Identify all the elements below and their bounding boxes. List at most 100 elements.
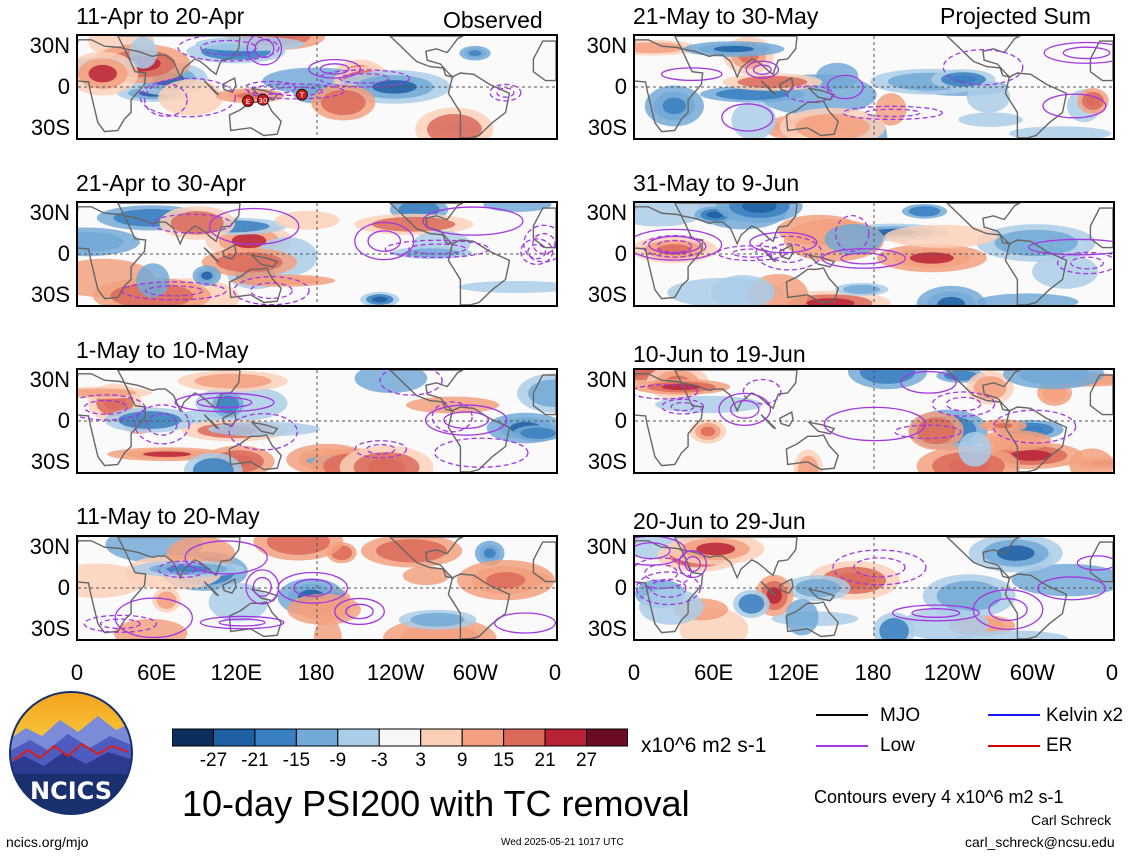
- coastline: [78, 373, 147, 467]
- y-tick-label: 30N: [29, 367, 70, 392]
- coastline: [203, 414, 220, 430]
- colorbar-swatch: [503, 728, 546, 747]
- coastline: [1004, 406, 1068, 472]
- low-contour: [721, 103, 774, 132]
- coastline: [532, 207, 556, 249]
- low-contour: [424, 404, 508, 436]
- anomaly-region: [936, 580, 1002, 612]
- coastline: [203, 581, 220, 597]
- low-contour: [496, 87, 515, 98]
- anomaly-region: [426, 114, 482, 138]
- source-url[interactable]: ncics.org/mjo: [6, 834, 89, 850]
- coastline: [635, 540, 704, 634]
- anomaly-region: [731, 101, 777, 138]
- low-contour: [168, 564, 196, 575]
- x-tick-label: 120W: [366, 660, 425, 685]
- low-contour: [729, 399, 760, 419]
- anomaly-region: [1010, 450, 1052, 461]
- coastline: [221, 244, 237, 260]
- tc-marker: T: [296, 88, 308, 101]
- anomaly-region: [1032, 254, 1099, 289]
- coastline: [785, 267, 839, 304]
- low-contour: [208, 207, 300, 246]
- colorbar-swatch: [378, 728, 422, 747]
- coastline: [778, 411, 794, 427]
- coastline: [806, 588, 836, 602]
- y-tick-label: 30S: [587, 115, 627, 140]
- anomaly-region: [958, 431, 992, 467]
- low-contour: [318, 69, 411, 88]
- coastline: [674, 537, 798, 580]
- low-contour: [742, 378, 782, 405]
- anomaly-region: [410, 612, 465, 627]
- low-contour: [1076, 555, 1113, 571]
- low-contour: [749, 231, 818, 254]
- anomaly-region: [785, 598, 819, 636]
- low-contour: [254, 39, 275, 59]
- x-tick-label: 120E: [767, 660, 820, 685]
- observed-label: Observed: [443, 7, 543, 33]
- y-tick-label: 30S: [30, 449, 70, 474]
- anomaly-region: [993, 423, 1013, 429]
- low-contour: [826, 74, 864, 100]
- legend-label-low: Low: [880, 735, 915, 756]
- coastline: [78, 206, 147, 300]
- coastline: [388, 537, 464, 579]
- anomaly-region: [638, 588, 704, 625]
- coastline: [447, 573, 511, 639]
- anomaly-region: [1086, 95, 1100, 107]
- anomaly-region: [486, 572, 526, 589]
- coastline: [1004, 72, 1068, 138]
- legend-label-mjo: MJO: [880, 705, 921, 726]
- low-contour: [656, 239, 693, 253]
- panel-title-5: 31-May to 9-Jun: [633, 170, 800, 196]
- colorbar-swatch: [420, 728, 463, 747]
- low-contour: [834, 214, 870, 252]
- anomaly-region: [231, 233, 267, 249]
- y-tick-label: 30S: [587, 282, 627, 307]
- colorbar-label: 9: [456, 750, 468, 771]
- low-contour: [520, 238, 554, 266]
- low-contour: [821, 248, 907, 269]
- coastline: [674, 203, 798, 246]
- anomaly-region: [207, 421, 321, 437]
- low-contour: [642, 234, 707, 258]
- anomaly-region: [136, 263, 170, 298]
- anomaly-region: [937, 296, 966, 305]
- low-contour: [247, 83, 345, 100]
- anomaly-region: [908, 206, 941, 217]
- low-contour: [1042, 93, 1107, 119]
- coastline: [1004, 573, 1068, 639]
- y-tick-label: 30S: [30, 115, 70, 140]
- anomaly-region: [216, 395, 239, 414]
- email[interactable]: carl_schreck@ncsu.edu: [965, 834, 1115, 850]
- low-contour: [121, 281, 227, 301]
- coastline: [806, 421, 836, 435]
- anomaly-region: [843, 284, 881, 294]
- y-tick-label: 0: [57, 575, 70, 600]
- low-contour: [891, 604, 980, 622]
- main-title: 10-day PSI200 with TC removal: [182, 783, 690, 824]
- anomaly-region: [367, 458, 406, 472]
- legend-lines-left: [816, 714, 868, 747]
- y-tick-label: 0: [614, 74, 627, 99]
- anomaly-region: [246, 276, 320, 285]
- low-contour: [293, 578, 333, 597]
- coastline: [447, 72, 511, 138]
- map-panel-0: E 30 T: [76, 34, 558, 140]
- anomaly-region: [976, 293, 1079, 305]
- low-contour: [146, 413, 178, 436]
- x-tick-label: 180: [854, 660, 892, 685]
- anomaly-region: [662, 97, 687, 115]
- y-tick-label: 0: [614, 241, 627, 266]
- y-tick-label: 30S: [587, 449, 627, 474]
- panel-title-2: 1-May to 10-May: [76, 337, 249, 363]
- anomaly-region: [201, 271, 213, 280]
- contour-note: Contours every 4 x10^6 m2 s-1: [814, 787, 1064, 807]
- anomaly-region: [298, 598, 350, 621]
- low-contour: [434, 437, 529, 468]
- coastline: [117, 203, 241, 246]
- coastline: [221, 77, 237, 93]
- anomaly-region: [104, 394, 126, 411]
- low-contour: [770, 243, 808, 264]
